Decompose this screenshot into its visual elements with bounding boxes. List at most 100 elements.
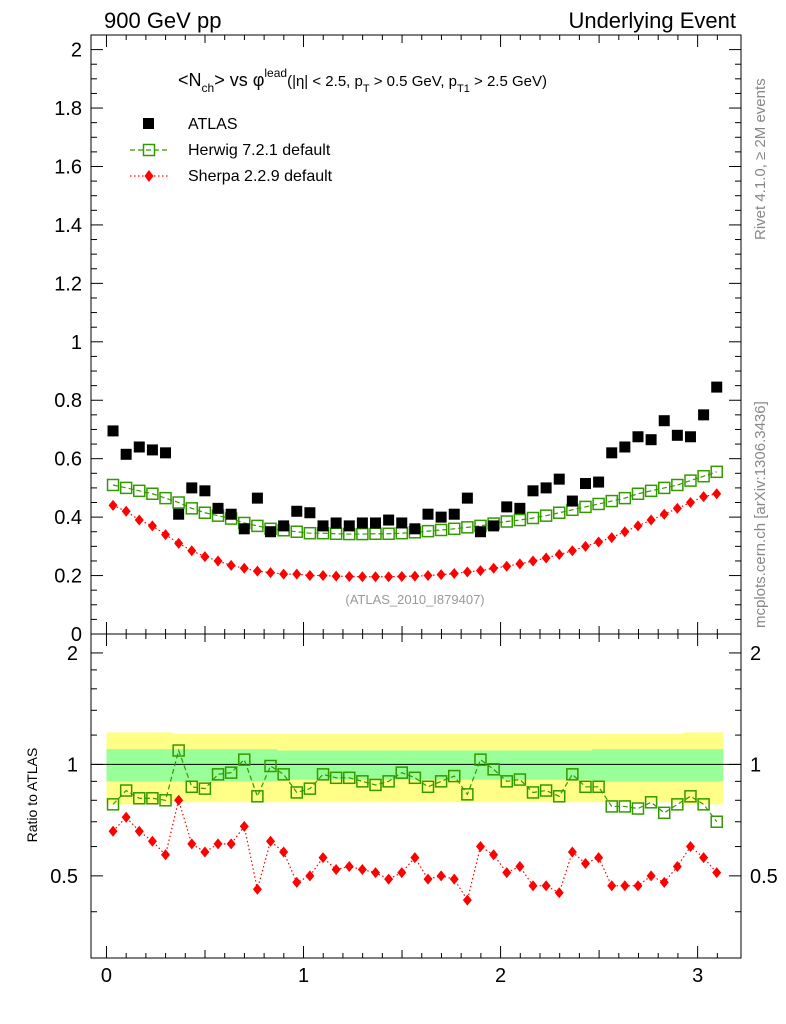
herwig-ratio-point [618,800,632,813]
herwig-main-point [356,527,369,541]
herwig-main-point [618,491,632,505]
sherpa-main-point [475,565,485,577]
herwig-ratio-point [251,790,264,803]
y-tick-label: 1.6 [54,156,82,178]
legend-label-atlas: ATLAS [188,116,238,133]
herwig-main-point [133,484,146,498]
herwig-ratio-point [172,744,185,757]
sherpa-ratio-point [121,811,131,823]
ratio-y-tick-label-right: 2 [750,643,761,665]
atlas-data-point [291,505,303,517]
herwig-main-point [579,500,592,514]
herwig-ratio-point [224,766,238,779]
atlas-data-point [146,444,158,456]
atlas-data-point [251,492,263,504]
sherpa-main-point [344,570,354,582]
herwig-ratio-point [539,784,553,797]
sherpa-main-point [292,568,302,580]
herwig-ratio-point [119,784,133,797]
sherpa-main-point [594,536,604,548]
sherpa-ratio-point [410,852,420,864]
sherpa-main-point [436,569,446,581]
sherpa-main-point [305,570,315,582]
sherpa-ratio-point [449,873,459,885]
sherpa-ratio-point [580,857,590,869]
atlas-data-point [632,431,644,443]
uncertainty-bands [106,732,724,805]
legend-label-herwig: Herwig 7.2.1 default [188,142,331,159]
atlas-data-point [133,441,145,453]
sherpa-ratio-point [436,870,446,882]
atlas-data-point [343,520,355,532]
ratio-y-tick-label: 1 [67,754,78,776]
sherpa-main-point [279,568,289,580]
atlas-data-point [684,431,696,443]
herwig-ratio-point [684,790,697,803]
sherpa-ratio-point [462,894,472,906]
herwig-main-point [185,502,199,515]
herwig-main-point [552,506,566,519]
sherpa-ratio-point [685,841,695,853]
y-tick-label: 0.2 [54,566,82,588]
herwig-main-point [605,494,618,508]
atlas-data-point [383,514,395,526]
sherpa-main-point [134,514,144,526]
atlas-data-point [238,523,250,535]
sherpa-main-point [528,555,538,567]
herwig-main-point [198,506,212,519]
sherpa-ratio-point [646,870,656,882]
sherpa-main-point [252,565,262,577]
herwig-ratio-point [434,775,448,788]
atlas-data-point [540,482,552,494]
herwig-ratio-point [369,778,382,792]
ratio-y-tick-label-right: 1 [750,754,761,776]
herwig-main-point [657,481,671,495]
watermark-label: (ATLAS_2010_I879407) [345,592,484,607]
atlas-data-point [461,492,473,504]
herwig-main-point [684,474,697,487]
herwig-ratio-point [343,771,356,785]
sherpa-main-point [633,520,643,532]
sherpa-main-point [239,562,249,574]
sherpa-main-point [541,552,551,564]
sherpa-main-point [121,505,131,517]
sherpa-ratio-point [594,852,604,864]
sherpa-main-point [462,566,472,578]
herwig-ratio-point [290,786,304,799]
sherpa-main-point [699,491,709,503]
sherpa-ratio-point [633,880,643,892]
sherpa-main-point [567,545,577,557]
sherpa-main-point [200,551,210,563]
sherpa-main-point [554,549,564,561]
legend: ATLAS Herwig 7.2.1 default Sherpa 2.2.9 … [130,116,333,185]
atlas-data-point [330,517,342,529]
y-tick-label: 1.8 [54,98,82,120]
sherpa-main-point [646,514,656,526]
atlas-data-point [488,520,500,532]
atlas-data-point [317,520,329,532]
herwig-ratio-point [513,773,527,786]
y-tick-label: 1 [71,332,82,354]
atlas-data-point [619,441,631,453]
atlas-data-point [579,478,591,490]
herwig-main-point [119,481,133,495]
sherpa-ratio-point [489,849,499,861]
sherpa-main-point [712,488,722,500]
y-tick-label: 0 [71,624,82,646]
sherpa-main-point [371,571,381,583]
atlas-data-point [370,517,382,529]
herwig-ratio-point [592,780,605,794]
chart-marks [106,381,723,906]
herwig-main-point [710,465,723,479]
sherpa-ratio-point [515,860,525,872]
atlas-data-point [658,415,670,427]
atlas-data-point [173,508,185,520]
y-tick-label: 1.4 [54,215,82,237]
y-tick-label: 2 [71,40,82,62]
herwig-ratio-point [264,759,277,773]
sherpa-ratio-point [161,849,171,861]
sherpa-main-point [147,520,157,532]
herwig-ratio-point [329,771,343,785]
atlas-data-point [160,447,172,459]
atlas-data-point [606,447,618,459]
